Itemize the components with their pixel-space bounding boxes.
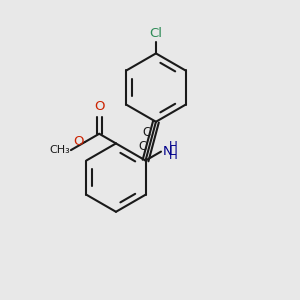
Text: Cl: Cl — [149, 27, 162, 40]
Text: C: C — [139, 140, 147, 152]
Text: N: N — [163, 145, 172, 158]
Text: O: O — [94, 100, 104, 113]
Text: H: H — [169, 140, 178, 153]
Text: O: O — [74, 135, 84, 148]
Text: CH₃: CH₃ — [49, 145, 70, 155]
Text: C: C — [142, 126, 150, 140]
Text: H: H — [169, 149, 178, 162]
